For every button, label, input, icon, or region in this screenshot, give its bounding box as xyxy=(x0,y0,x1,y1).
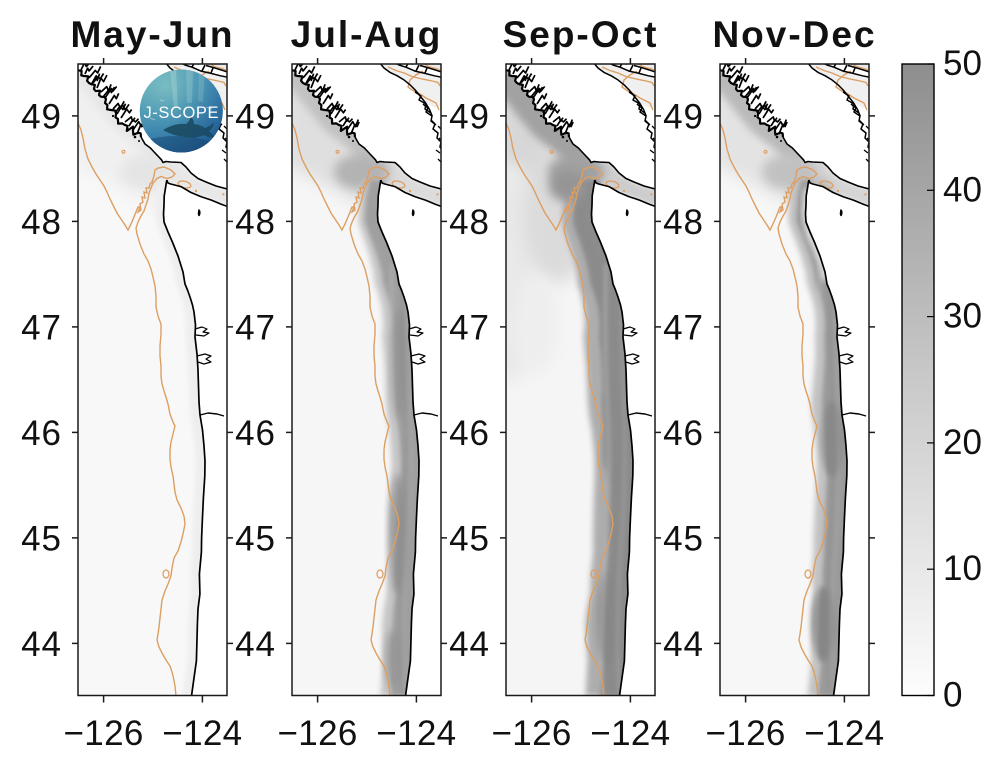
svg-text:Jul-Aug: Jul-Aug xyxy=(291,14,443,55)
svg-text:46: 46 xyxy=(663,414,704,453)
svg-text:Nov-Dec: Nov-Dec xyxy=(712,14,876,55)
svg-text:49: 49 xyxy=(449,98,490,137)
svg-text:Sep-Oct: Sep-Oct xyxy=(503,14,659,55)
svg-text:20: 20 xyxy=(943,423,982,462)
svg-text:48: 48 xyxy=(21,203,62,242)
svg-text:40: 40 xyxy=(943,170,982,209)
svg-text:48: 48 xyxy=(449,203,490,242)
svg-text:−124: −124 xyxy=(804,714,884,753)
svg-text:44: 44 xyxy=(235,625,276,664)
svg-text:−126: −126 xyxy=(64,714,144,753)
svg-text:49: 49 xyxy=(235,98,276,137)
svg-text:47: 47 xyxy=(663,309,704,348)
svg-text:47: 47 xyxy=(235,309,276,348)
svg-text:44: 44 xyxy=(663,625,704,664)
svg-text:J-SCOPE: J-SCOPE xyxy=(143,104,219,122)
svg-text:45: 45 xyxy=(663,520,704,559)
svg-text:49: 49 xyxy=(21,98,62,137)
svg-text:0: 0 xyxy=(943,676,962,715)
svg-text:44: 44 xyxy=(21,625,62,664)
svg-text:10: 10 xyxy=(943,549,982,588)
svg-text:−124: −124 xyxy=(590,714,670,753)
svg-text:47: 47 xyxy=(449,309,490,348)
svg-text:46: 46 xyxy=(235,414,276,453)
svg-text:30: 30 xyxy=(943,297,982,336)
svg-text:−126: −126 xyxy=(278,714,358,753)
svg-text:45: 45 xyxy=(21,520,62,559)
svg-text:−124: −124 xyxy=(376,714,456,753)
svg-text:47: 47 xyxy=(21,309,62,348)
svg-text:−124: −124 xyxy=(162,714,242,753)
svg-text:49: 49 xyxy=(663,98,704,137)
svg-text:May-Jun: May-Jun xyxy=(70,14,234,55)
svg-text:46: 46 xyxy=(449,414,490,453)
svg-text:50: 50 xyxy=(943,44,982,83)
svg-text:−126: −126 xyxy=(706,714,786,753)
svg-text:−126: −126 xyxy=(492,714,572,753)
svg-text:44: 44 xyxy=(449,625,490,664)
svg-text:45: 45 xyxy=(235,520,276,559)
svg-text:45: 45 xyxy=(449,520,490,559)
svg-text:48: 48 xyxy=(663,203,704,242)
svg-text:46: 46 xyxy=(21,414,62,453)
svg-text:48: 48 xyxy=(235,203,276,242)
